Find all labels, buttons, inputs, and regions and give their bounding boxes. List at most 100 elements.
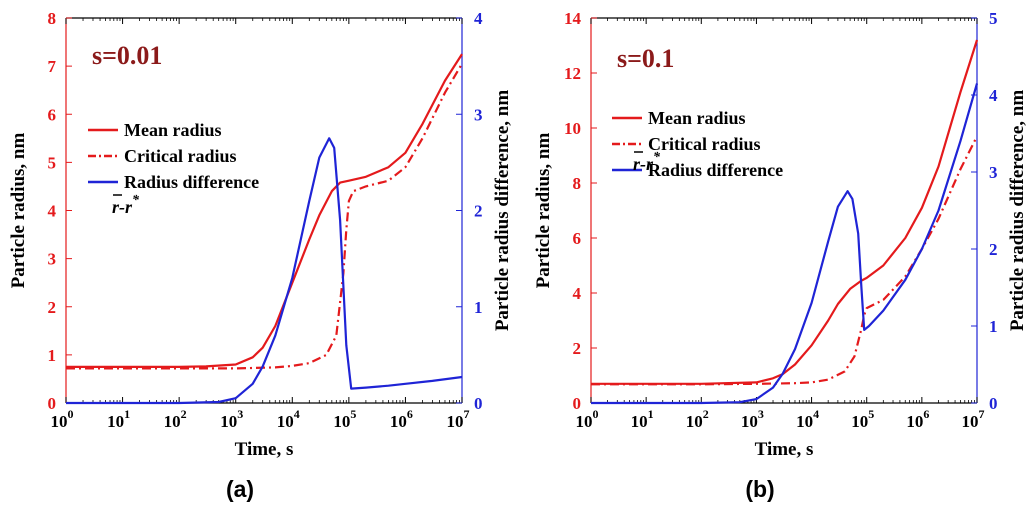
x-tick-base: 10 (906, 412, 923, 431)
x-tick-label: 103 (741, 407, 764, 431)
x-tick-label: 100 (51, 407, 74, 431)
x-tick-label: 101 (107, 407, 130, 431)
parameter-annotation: s=0.01 (92, 41, 162, 70)
x-tick-base: 10 (447, 412, 464, 431)
left-y-axis-title: Particle radius, nm (533, 132, 554, 288)
x-tick-label: 105 (851, 407, 874, 431)
x-tick-exponent: 3 (758, 407, 764, 421)
panel-a: 100 101 102 103 104 105 106 10701234567801234Ti… (8, 9, 513, 502)
x-tick-base: 10 (576, 412, 593, 431)
left-y-tick-label: 1 (48, 346, 57, 365)
x-tick-label: 100 (576, 407, 599, 431)
x-tick-exponent: 3 (237, 407, 243, 421)
parameter-annotation: s=0.1 (617, 44, 674, 73)
left-y-axis-title: Particle radius, nm (8, 132, 29, 288)
x-tick-exponent: 1 (124, 407, 130, 421)
x-tick-label: 106 (390, 407, 413, 431)
formula-part: - (640, 154, 646, 174)
left-y-tick-label: 2 (573, 339, 582, 358)
right-y-tick-label: 4 (989, 86, 998, 105)
x-axis-title: Time, s (235, 439, 294, 460)
x-tick-label: 106 (906, 407, 929, 431)
left-y-tick-label: 12 (564, 64, 581, 83)
left-y-tick-label: 5 (48, 153, 57, 172)
x-tick-exponent: 6 (923, 407, 929, 421)
series-line-radius-difference (66, 137, 463, 405)
x-tick-label: 104 (796, 407, 819, 431)
right-y-tick-label: 3 (989, 163, 998, 182)
series-line-radius-difference (591, 83, 979, 405)
x-axis-title: Time, s (755, 439, 814, 460)
right-y-tick-label: 0 (474, 394, 483, 413)
formula-part: r (112, 197, 120, 217)
x-tick-exponent: 7 (979, 407, 985, 421)
x-tick-label: 105 (333, 407, 356, 431)
left-y-tick-label: 2 (48, 298, 57, 317)
x-tick-base: 10 (631, 412, 648, 431)
x-tick-base: 10 (220, 412, 237, 431)
x-tick-base: 10 (164, 412, 181, 431)
legend-entry-label: Radius difference (124, 172, 259, 192)
panel-b: 100 101 102 103 104 105 106 1070246810121401234… (533, 9, 1028, 502)
formula-part: r (633, 154, 641, 174)
x-tick-label: 107 (447, 407, 470, 431)
x-tick-label: 102 (164, 407, 187, 431)
x-tick-exponent: 5 (868, 407, 874, 421)
formula-part: * (132, 193, 140, 208)
formula-part: r (646, 154, 654, 174)
legend-formula: r-r* (633, 150, 661, 174)
x-tick-exponent: 6 (407, 407, 413, 421)
legend-entry-label: Mean radius (648, 108, 746, 128)
left-y-tick-label: 7 (48, 57, 57, 76)
x-tick-exponent: 2 (703, 407, 709, 421)
x-tick-label: 103 (220, 407, 243, 431)
x-tick-base: 10 (107, 412, 124, 431)
left-y-tick-label: 10 (564, 119, 581, 138)
x-tick-base: 10 (796, 412, 813, 431)
legend-entry-label: Mean radius (124, 120, 222, 140)
panel-label: (a) (226, 476, 254, 502)
formula-part: * (653, 150, 661, 165)
formula-part: r (125, 197, 133, 217)
left-y-tick-label: 4 (48, 202, 57, 221)
left-y-tick-label: 6 (48, 105, 57, 124)
x-tick-base: 10 (741, 412, 758, 431)
right-y-tick-label: 5 (989, 9, 998, 28)
left-y-tick-label: 8 (573, 174, 582, 193)
x-tick-base: 10 (851, 412, 868, 431)
left-y-tick-label: 4 (573, 284, 582, 303)
right-y-tick-label: 4 (474, 9, 483, 28)
x-tick-base: 10 (962, 412, 979, 431)
left-y-tick-label: 3 (48, 250, 57, 269)
x-tick-label: 107 (962, 407, 985, 431)
legend-formula: r-r* (112, 193, 140, 217)
x-tick-exponent: 0 (68, 407, 74, 421)
x-tick-base: 10 (277, 412, 294, 431)
x-tick-exponent: 4 (294, 407, 300, 421)
x-tick-label: 101 (631, 407, 654, 431)
legend-entry-label: Critical radius (648, 134, 761, 154)
right-y-tick-label: 2 (989, 240, 998, 259)
x-tick-exponent: 2 (181, 407, 187, 421)
x-tick-exponent: 4 (813, 407, 819, 421)
series-line-mean-radius (66, 53, 463, 368)
right-y-tick-label: 1 (474, 298, 483, 317)
left-y-tick-label: 0 (573, 394, 582, 413)
right-y-axis-title: Particle radius difference, nm (492, 90, 513, 331)
x-tick-label: 104 (277, 407, 300, 431)
legend-entry-label: Critical radius (124, 146, 237, 166)
left-y-tick-label: 8 (48, 9, 57, 28)
x-tick-base: 10 (686, 412, 703, 431)
x-tick-exponent: 7 (464, 407, 470, 421)
x-tick-label: 102 (686, 407, 709, 431)
x-tick-base: 10 (333, 412, 350, 431)
right-y-tick-label: 1 (989, 317, 998, 336)
panel-label: (b) (745, 476, 774, 502)
legend-entry-label: Radius difference (648, 160, 783, 180)
right-y-tick-label: 3 (474, 105, 483, 124)
x-tick-exponent: 0 (593, 407, 599, 421)
x-tick-exponent: 5 (350, 407, 356, 421)
series-line-mean-radius (591, 39, 979, 385)
